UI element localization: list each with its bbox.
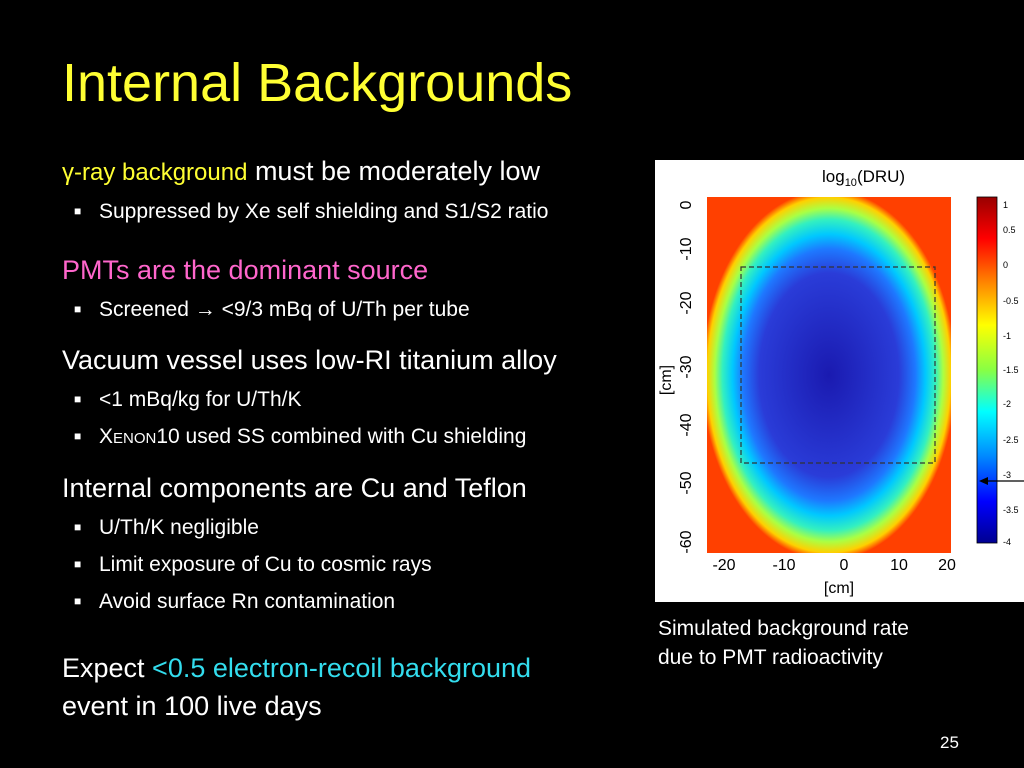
background-rate-figure: log10(DRU) 0 -10 -20 -30 -40 -50 -60 [cm… [655, 160, 1024, 602]
point-pmts: PMTs are the dominant source [62, 255, 429, 285]
ytick-4: -40 [678, 413, 695, 436]
gamma-ray-rest: must be moderately low [247, 156, 541, 186]
ytick-3: -30 [678, 355, 695, 378]
cbar-tick-8: -3 [1003, 470, 1011, 480]
colorbar [976, 196, 998, 544]
figure-caption: Simulated background rate due to PMT rad… [658, 617, 909, 670]
cbar-tick-0: 1 [1003, 200, 1008, 210]
ytick-2: -20 [678, 291, 695, 314]
cbar-tick-5: -1.5 [1003, 365, 1019, 375]
ytick-6: -60 [678, 530, 695, 553]
cbar-tick-9: -3.5 [1003, 505, 1019, 515]
x-axis-ticks: -20 -10 0 10 20 [712, 557, 956, 574]
bullet-rn-contamination: ■ Avoid surface Rn contamination [74, 590, 396, 613]
square-bullet-icon: ■ [74, 392, 82, 406]
arrow-left-icon [979, 477, 1024, 485]
xtick-1: -10 [772, 557, 795, 574]
bullet-negligible: ■ U/Th/K negligible [74, 516, 259, 539]
xtick-0: -20 [712, 557, 735, 574]
colorbar-ticks: 1 0.5 0 -0.5 -1 -1.5 -2 -2.5 -3 -3.5 -4 [1003, 200, 1019, 547]
cbar-tick-1: 0.5 [1003, 225, 1016, 235]
cbar-tick-6: -2 [1003, 399, 1011, 409]
bullet-xenon10-shielding: ■ XENON10 used SS combined with Cu shield… [74, 425, 527, 448]
fiducial-volume-box [740, 266, 936, 464]
slide-title: Internal Backgrounds [62, 53, 573, 113]
expect-line-1: Expect <0.5 electron-recoil background [62, 653, 532, 683]
cbar-tick-7: -2.5 [1003, 435, 1019, 445]
xtick-3: 10 [890, 557, 908, 574]
expect-line-2: event in 100 live days [62, 691, 322, 721]
ytick-0: 0 [678, 200, 695, 209]
heatmap-plot [707, 197, 951, 553]
square-bullet-icon: ■ [74, 520, 82, 534]
y-axis-label: [cm] [658, 365, 675, 395]
square-bullet-icon: ■ [74, 302, 82, 316]
bullet-xe-shielding: ■ Suppressed by Xe self shielding and S1/… [74, 200, 549, 223]
square-bullet-icon: ■ [74, 204, 82, 218]
x-axis-label: [cm] [824, 580, 854, 597]
point-gamma-ray: γ-ray background must be moderately low [62, 156, 541, 187]
square-bullet-icon: ■ [74, 557, 82, 571]
xtick-4: 20 [938, 557, 956, 574]
point-vacuum-vessel: Vacuum vessel uses low-RI titanium alloy [62, 345, 557, 375]
ytick-1: -10 [678, 237, 695, 260]
gamma-ray-label: γ-ray background [62, 159, 248, 186]
square-bullet-icon: ■ [74, 594, 82, 608]
expect-highlight: <0.5 electron-recoil background [152, 653, 532, 683]
y-axis-ticks: 0 -10 -20 -30 -40 -50 -60 [678, 200, 695, 553]
cbar-tick-3: -0.5 [1003, 296, 1019, 306]
cbar-tick-4: -1 [1003, 331, 1011, 341]
xtick-2: 0 [840, 557, 849, 574]
figure-title: log10(DRU) [822, 167, 905, 189]
bullet-screened: ■ Screened → <9/3 mBq of U/Th per tube [74, 298, 470, 321]
bullet-cosmic-rays: ■ Limit exposure of Cu to cosmic rays [74, 553, 432, 576]
square-bullet-icon: ■ [74, 429, 82, 443]
cbar-tick-10: -4 [1003, 537, 1011, 547]
page-number: 25 [940, 733, 959, 752]
ytick-5: -50 [678, 471, 695, 494]
cbar-tick-2: 0 [1003, 260, 1008, 270]
point-internal-components: Internal components are Cu and Teflon [62, 473, 527, 503]
bullet-titanium-activity: ■ <1 mBq/kg for U/Th/K [74, 388, 302, 411]
